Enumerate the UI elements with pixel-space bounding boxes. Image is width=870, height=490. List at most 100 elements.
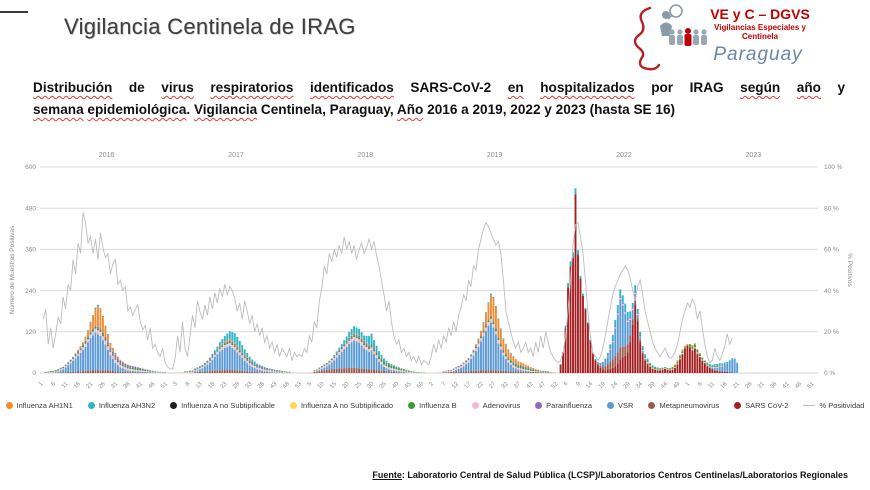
bar-segment-flub [547,371,550,373]
bar-segment-ah1n1 [114,353,117,356]
bar-segment-vsr [457,368,460,372]
bar-segment-mpv [378,370,380,373]
bar-segment-para [67,362,70,363]
bar-segment-vsr [604,361,607,367]
bar-segment-ah3n2 [218,342,221,346]
bar-segment-mpv [365,369,368,373]
bar-segment-vsr [111,359,114,372]
bar-segment-vsr [340,352,343,369]
bar-segment-ah3n2 [629,311,632,318]
logo-subtitle-1: Vigilancias Especiales y [714,23,806,32]
bar-segment-ah1n1 [698,353,701,355]
bar-segment-sars [599,367,602,373]
bar-segment-adeno [181,372,184,373]
bar-segment-adeno [194,369,196,372]
bar-segment-para [480,335,482,337]
bar-segment-ah3n2 [497,318,500,320]
bar-segment-flub [149,370,152,372]
bar-segment-mpv [634,300,637,305]
bar-segment-para [363,341,366,344]
bar-segment-adeno [492,324,495,328]
bar-segment-ah3n2 [656,367,659,369]
bar-segment-vsr [196,370,199,373]
bar-segment-vsr [380,364,383,371]
bar-segment-ah3n2 [499,328,502,330]
year-label: 2016 [99,152,115,159]
bar-segment-mpv [477,370,480,373]
x-axis-tick: 26 [745,381,754,390]
bar-segment-sars [562,352,565,373]
misspelled-word: identificados [310,80,394,95]
bar-segment-flub [236,348,239,350]
bar-segment-vsr [355,341,358,369]
bar-segment-mpv [644,359,647,361]
bar-segment-flub [139,368,142,371]
bar-segment-vsr [256,369,259,373]
misspelled-word: Año [396,101,424,117]
x-axis-tick: 53 [294,381,303,390]
bar-segment-flub [529,369,532,371]
bar-segment-sars [679,359,681,373]
bar-segment-mpv [238,370,241,373]
bar-segment-vsr [228,345,231,370]
bar-segment-mpv [121,371,124,373]
bar-segment-flub [261,367,264,369]
legend-item: Parainfluenza [535,401,592,410]
bar-segment-vsr [54,372,57,373]
bar-segment-adeno [196,368,199,371]
bar-segment-flub [390,365,393,369]
bar-segment-flub [223,343,226,346]
bar-segment-para [72,356,75,358]
x-axis-tick: 17 [463,381,472,390]
bar-segment-mpv [104,370,107,373]
bar-segment-adeno [89,334,92,338]
bar-segment-mpv [519,371,522,373]
bar-segment-adeno [266,369,269,372]
legend-label: Influenza AH1N1 [16,401,73,410]
bar-segment-para [375,351,378,353]
bar-segment-adeno [674,367,676,368]
bar-segment-flub [370,345,373,348]
bar-segment-adeno [494,331,497,335]
bar-segment-mpv [380,370,383,373]
bar-segment-para [517,364,520,366]
bar-segment-adeno [84,343,87,347]
bar-segment-ah1n1 [480,330,482,336]
bar-segment-vsr [72,360,75,372]
bar-segment-ah1n1 [477,338,480,342]
bar-segment-vsr [465,364,468,372]
bar-segment-para [522,366,525,368]
bar-segment-flub [482,331,485,333]
bar-segment-flub [323,364,326,366]
bar-segment-ah1n1 [248,359,251,361]
bar-segment-adeno [465,361,468,365]
bar-segment-flub [186,371,189,372]
bar-segment-mpv [502,370,505,373]
bar-segment-para [609,348,612,350]
bar-segment-adeno [529,370,532,372]
bar-segment-adeno [624,312,627,314]
year-label: 2019 [487,152,503,159]
bar-segment-flub [494,329,497,332]
bar-segment-ah3n2 [624,303,627,312]
bar-segment-para [512,362,515,364]
bar-segment-adeno [485,327,487,331]
bar-segment-mpv [82,371,84,373]
bar-segment-adeno [360,342,363,346]
bar-segment-vsr [69,363,72,372]
bar-segment-adeno [318,368,321,371]
bar-segment-sars [621,357,624,373]
bar-segment-sars [639,342,642,373]
bar-segment-adeno [69,361,72,364]
bar-segment-vsr [467,362,470,372]
bar-segment-vsr [109,355,112,371]
bar-segment-flub [251,363,254,365]
bar-segment-ah3n2 [97,304,99,307]
bar-segment-adeno [609,349,612,350]
x-axis-tick: 10 [317,381,326,390]
bar-segment-adeno [405,371,408,373]
bar-segment-sars [604,370,607,373]
legend-label: SARS CoV-2 [745,401,789,410]
bar-segment-adeno [375,355,378,358]
